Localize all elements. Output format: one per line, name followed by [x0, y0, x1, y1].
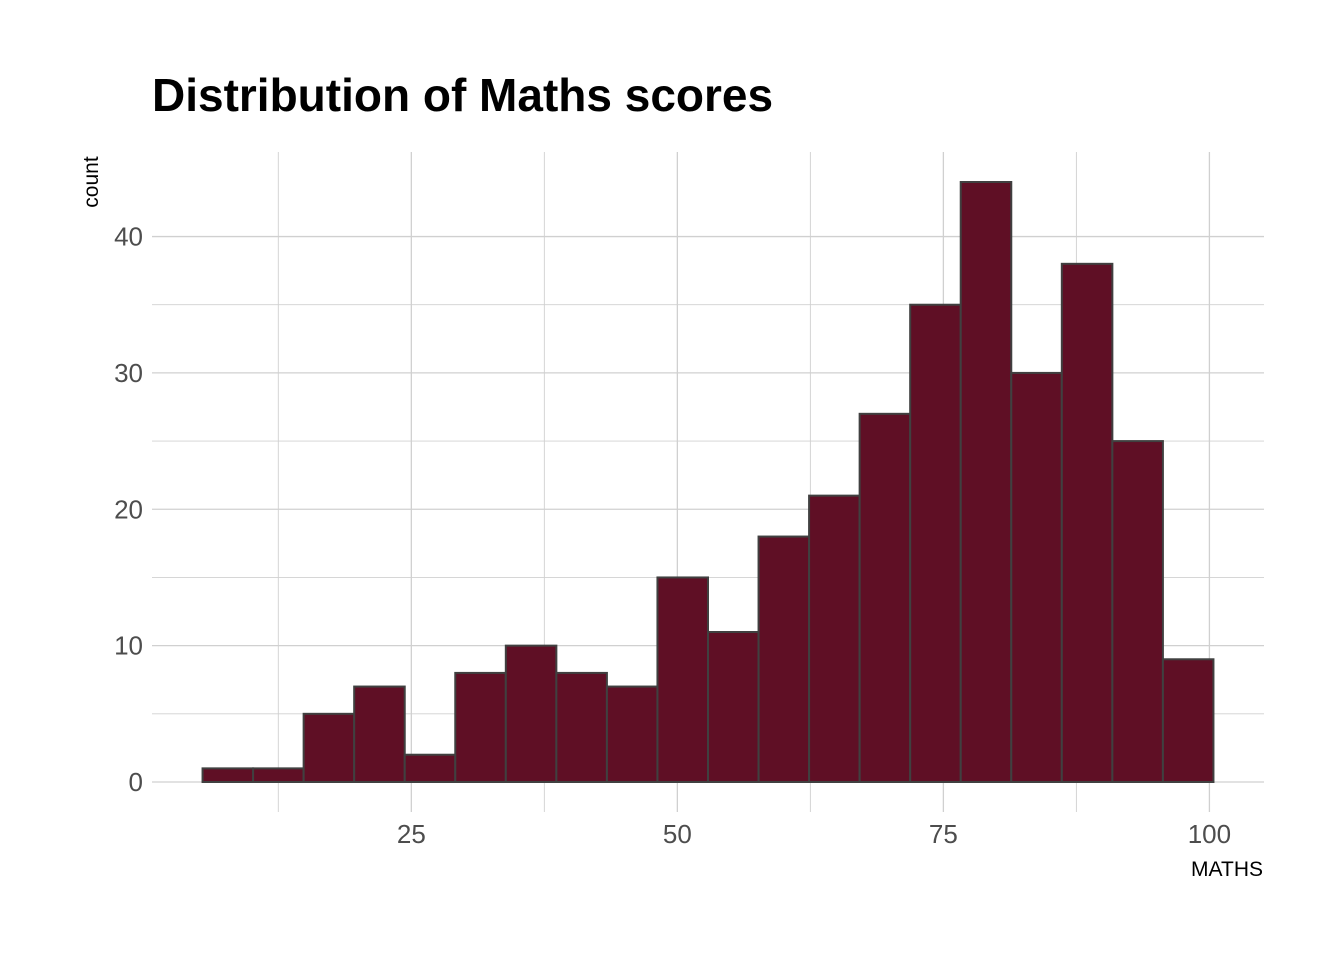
histogram-bar [757, 535, 811, 784]
histogram-bar [959, 181, 1013, 783]
x-axis-ticks: 25 50 75 100 [397, 819, 1231, 849]
x-tick-label: 25 [397, 819, 426, 849]
histogram-bar [504, 644, 558, 783]
histogram-bars [201, 181, 1215, 784]
y-tick-label: 0 [129, 767, 143, 797]
histogram-bar [858, 412, 912, 783]
chart-title: Distribution of Maths scores [152, 69, 774, 121]
histogram-bar [1111, 440, 1164, 783]
y-axis-ticks: 0 10 20 30 40 [114, 222, 143, 797]
x-tick-label: 100 [1188, 819, 1231, 849]
y-axis-title: count [80, 156, 103, 208]
y-tick-label: 30 [114, 358, 143, 388]
histogram-bar [1161, 658, 1215, 783]
histogram-bar [808, 494, 861, 783]
y-tick-label: 10 [114, 631, 143, 661]
histogram-bar [252, 767, 305, 784]
y-tick-label: 40 [114, 222, 143, 252]
x-axis-title: MATHS [1191, 858, 1263, 881]
x-tick-label: 50 [663, 819, 692, 849]
histogram-bar [403, 753, 457, 784]
histogram-bar [656, 576, 709, 783]
histogram-bar [201, 767, 255, 784]
histogram-bar [909, 303, 962, 783]
histogram-bar [555, 671, 608, 784]
histogram-bar [605, 685, 659, 784]
histogram-bar [302, 712, 356, 783]
histogram-bar [353, 685, 406, 784]
histogram-bar [1060, 262, 1114, 783]
y-tick-label: 20 [114, 494, 143, 524]
histogram-bar [454, 671, 507, 784]
histogram-bar [1010, 371, 1063, 783]
x-tick-label: 75 [929, 819, 958, 849]
histogram-bar [707, 631, 760, 783]
